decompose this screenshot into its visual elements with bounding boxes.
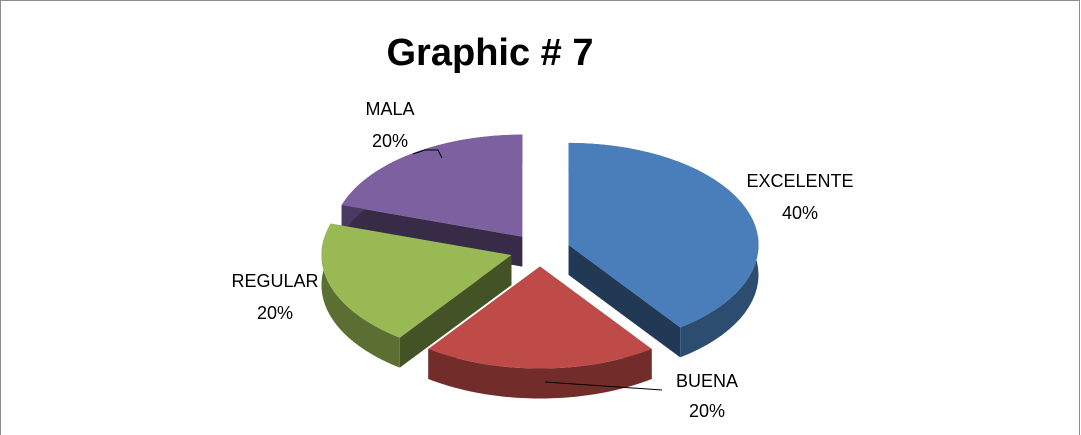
slice xyxy=(428,266,652,369)
slice-wall xyxy=(428,349,652,399)
category-label: MALA xyxy=(365,99,414,119)
category-label: BUENA xyxy=(676,371,738,391)
category-label: REGULAR xyxy=(231,271,318,291)
category-label: EXCELENTE xyxy=(746,171,853,191)
slice xyxy=(341,134,523,237)
slice-wall xyxy=(321,223,400,368)
slice-side xyxy=(568,244,681,358)
value-label: 40% xyxy=(782,203,818,223)
value-label: 20% xyxy=(689,401,725,421)
chart-title: Graphic # 7 xyxy=(387,32,594,74)
value-label: 20% xyxy=(257,303,293,323)
slice xyxy=(568,142,759,328)
value-label: 20% xyxy=(372,131,408,151)
leader-line xyxy=(412,149,443,159)
slice xyxy=(321,223,512,338)
leader-line xyxy=(544,381,663,391)
slice-side xyxy=(399,255,512,368)
